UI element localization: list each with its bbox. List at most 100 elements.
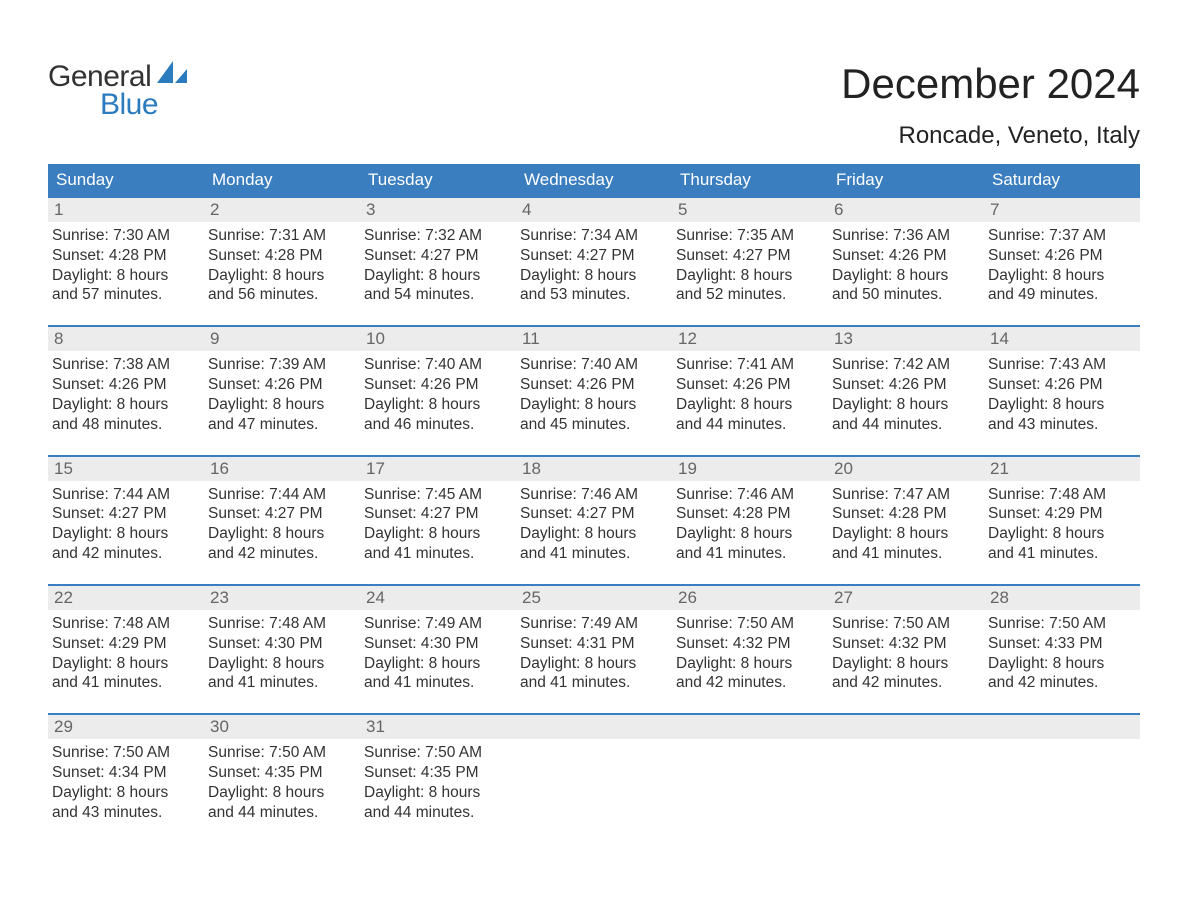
day-number [828, 715, 984, 739]
day-body: Sunrise: 7:45 AMSunset: 4:27 PMDaylight:… [360, 481, 516, 568]
day-number [672, 715, 828, 739]
day-cell: 26Sunrise: 7:50 AMSunset: 4:32 PMDayligh… [672, 586, 828, 697]
logo-sail-icon [157, 61, 187, 88]
day-sunrise: Sunrise: 7:39 AM [208, 355, 356, 375]
day-cell: 25Sunrise: 7:49 AMSunset: 4:31 PMDayligh… [516, 586, 672, 697]
day-d2: and 57 minutes. [52, 285, 200, 305]
day-number: 9 [204, 327, 360, 351]
day-cell: 13Sunrise: 7:42 AMSunset: 4:26 PMDayligh… [828, 327, 984, 438]
day-d2: and 41 minutes. [208, 673, 356, 693]
day-d1: Daylight: 8 hours [832, 524, 980, 544]
day-d1: Daylight: 8 hours [208, 266, 356, 286]
day-d1: Daylight: 8 hours [676, 395, 824, 415]
day-number: 2 [204, 198, 360, 222]
day-body: Sunrise: 7:50 AMSunset: 4:35 PMDaylight:… [360, 739, 516, 826]
day-body: Sunrise: 7:47 AMSunset: 4:28 PMDaylight:… [828, 481, 984, 568]
dow-cell: Thursday [672, 164, 828, 196]
day-sunrise: Sunrise: 7:40 AM [520, 355, 668, 375]
day-sunset: Sunset: 4:26 PM [52, 375, 200, 395]
day-sunset: Sunset: 4:27 PM [364, 504, 512, 524]
day-cell [516, 715, 672, 826]
month-title: December 2024 [841, 60, 1140, 108]
week-row: 22Sunrise: 7:48 AMSunset: 4:29 PMDayligh… [48, 584, 1140, 697]
day-cell: 21Sunrise: 7:48 AMSunset: 4:29 PMDayligh… [984, 457, 1140, 568]
day-d2: and 42 minutes. [988, 673, 1136, 693]
day-d2: and 41 minutes. [676, 544, 824, 564]
day-body: Sunrise: 7:32 AMSunset: 4:27 PMDaylight:… [360, 222, 516, 309]
day-sunset: Sunset: 4:32 PM [676, 634, 824, 654]
day-body: Sunrise: 7:44 AMSunset: 4:27 PMDaylight:… [48, 481, 204, 568]
day-number: 6 [828, 198, 984, 222]
day-body: Sunrise: 7:50 AMSunset: 4:33 PMDaylight:… [984, 610, 1140, 697]
day-body: Sunrise: 7:46 AMSunset: 4:28 PMDaylight:… [672, 481, 828, 568]
day-d2: and 41 minutes. [52, 673, 200, 693]
day-d2: and 45 minutes. [520, 415, 668, 435]
day-cell: 9Sunrise: 7:39 AMSunset: 4:26 PMDaylight… [204, 327, 360, 438]
title-block: December 2024 Roncade, Veneto, Italy [841, 60, 1140, 150]
day-number [984, 715, 1140, 739]
day-body: Sunrise: 7:34 AMSunset: 4:27 PMDaylight:… [516, 222, 672, 309]
day-d1: Daylight: 8 hours [364, 266, 512, 286]
day-cell: 20Sunrise: 7:47 AMSunset: 4:28 PMDayligh… [828, 457, 984, 568]
day-cell: 8Sunrise: 7:38 AMSunset: 4:26 PMDaylight… [48, 327, 204, 438]
day-sunrise: Sunrise: 7:37 AM [988, 226, 1136, 246]
day-number: 3 [360, 198, 516, 222]
day-sunset: Sunset: 4:27 PM [520, 246, 668, 266]
day-number: 18 [516, 457, 672, 481]
dow-cell: Friday [828, 164, 984, 196]
day-cell: 1Sunrise: 7:30 AMSunset: 4:28 PMDaylight… [48, 198, 204, 309]
day-number: 11 [516, 327, 672, 351]
day-number: 7 [984, 198, 1140, 222]
day-sunrise: Sunrise: 7:35 AM [676, 226, 824, 246]
day-sunset: Sunset: 4:27 PM [208, 504, 356, 524]
day-number: 28 [984, 586, 1140, 610]
day-d2: and 44 minutes. [832, 415, 980, 435]
day-sunrise: Sunrise: 7:34 AM [520, 226, 668, 246]
day-d2: and 44 minutes. [676, 415, 824, 435]
day-sunset: Sunset: 4:30 PM [364, 634, 512, 654]
day-d1: Daylight: 8 hours [208, 783, 356, 803]
day-cell: 14Sunrise: 7:43 AMSunset: 4:26 PMDayligh… [984, 327, 1140, 438]
logo: General Blue [48, 60, 187, 122]
day-d2: and 54 minutes. [364, 285, 512, 305]
day-d1: Daylight: 8 hours [832, 654, 980, 674]
day-number: 19 [672, 457, 828, 481]
day-sunrise: Sunrise: 7:41 AM [676, 355, 824, 375]
day-d1: Daylight: 8 hours [520, 524, 668, 544]
day-number: 10 [360, 327, 516, 351]
day-sunrise: Sunrise: 7:49 AM [520, 614, 668, 634]
day-body: Sunrise: 7:48 AMSunset: 4:29 PMDaylight:… [984, 481, 1140, 568]
day-sunrise: Sunrise: 7:42 AM [832, 355, 980, 375]
day-d2: and 41 minutes. [520, 544, 668, 564]
day-cell: 3Sunrise: 7:32 AMSunset: 4:27 PMDaylight… [360, 198, 516, 309]
day-d2: and 42 minutes. [676, 673, 824, 693]
week-row: 8Sunrise: 7:38 AMSunset: 4:26 PMDaylight… [48, 325, 1140, 438]
week-row: 1Sunrise: 7:30 AMSunset: 4:28 PMDaylight… [48, 196, 1140, 309]
day-d1: Daylight: 8 hours [52, 524, 200, 544]
day-sunrise: Sunrise: 7:40 AM [364, 355, 512, 375]
day-d1: Daylight: 8 hours [676, 654, 824, 674]
dow-cell: Sunday [48, 164, 204, 196]
day-body: Sunrise: 7:42 AMSunset: 4:26 PMDaylight:… [828, 351, 984, 438]
day-number: 27 [828, 586, 984, 610]
day-number: 15 [48, 457, 204, 481]
location: Roncade, Veneto, Italy [841, 122, 1140, 150]
day-cell: 7Sunrise: 7:37 AMSunset: 4:26 PMDaylight… [984, 198, 1140, 309]
day-cell: 11Sunrise: 7:40 AMSunset: 4:26 PMDayligh… [516, 327, 672, 438]
day-number: 22 [48, 586, 204, 610]
day-body: Sunrise: 7:39 AMSunset: 4:26 PMDaylight:… [204, 351, 360, 438]
day-cell: 19Sunrise: 7:46 AMSunset: 4:28 PMDayligh… [672, 457, 828, 568]
dow-cell: Tuesday [360, 164, 516, 196]
day-d1: Daylight: 8 hours [364, 524, 512, 544]
day-body: Sunrise: 7:31 AMSunset: 4:28 PMDaylight:… [204, 222, 360, 309]
day-sunrise: Sunrise: 7:30 AM [52, 226, 200, 246]
day-sunrise: Sunrise: 7:44 AM [208, 485, 356, 505]
day-sunset: Sunset: 4:27 PM [52, 504, 200, 524]
dow-cell: Saturday [984, 164, 1140, 196]
day-number: 20 [828, 457, 984, 481]
day-sunset: Sunset: 4:26 PM [988, 375, 1136, 395]
day-d2: and 41 minutes. [520, 673, 668, 693]
day-d1: Daylight: 8 hours [676, 266, 824, 286]
day-body: Sunrise: 7:37 AMSunset: 4:26 PMDaylight:… [984, 222, 1140, 309]
day-sunset: Sunset: 4:27 PM [520, 504, 668, 524]
